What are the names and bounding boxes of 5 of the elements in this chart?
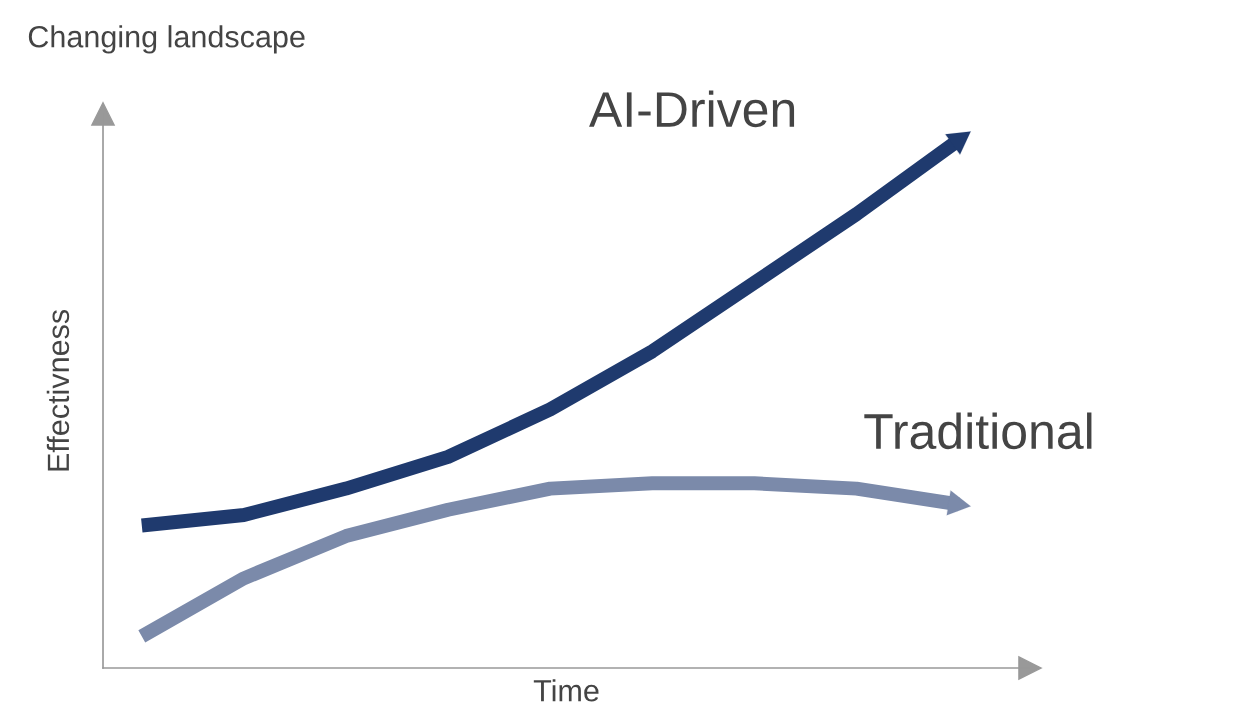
- series-label: Traditional: [864, 412, 1092, 450]
- y-axis-title: Effectivness: [46, 309, 70, 471]
- x-axis-title: Time: [533, 679, 599, 702]
- text: AI-Driven: [589, 90, 795, 128]
- chart-title: Changing landscape: [28, 25, 305, 54]
